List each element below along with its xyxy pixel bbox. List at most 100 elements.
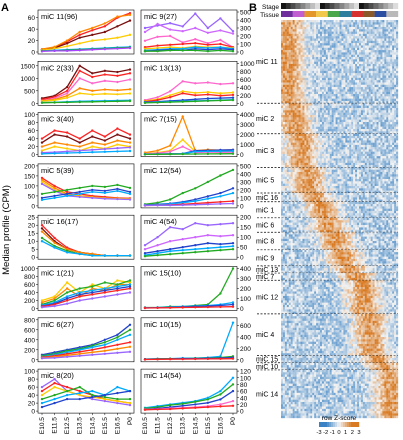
series-point [156,204,159,207]
series-point [219,99,222,102]
heatmap-cell [370,129,373,132]
heatmap-cell [382,156,385,159]
heatmap-cell [290,140,293,143]
heatmap-cell [388,36,391,39]
heatmap-cell [339,131,342,134]
series-point [128,192,132,196]
heatmap-cell [282,43,286,46]
heatmap-cell [281,100,284,104]
heatmap-cell [302,24,305,28]
heatmap-cell [281,57,284,60]
series-point [181,42,184,46]
heatmap-cell [294,158,297,161]
heatmap-cell [312,68,315,72]
heatmap-cell [308,63,311,67]
heatmap-cell [384,107,387,111]
heatmap-cell [320,54,323,58]
heatmap-cell [364,22,367,25]
heatmap-cell [312,98,315,102]
heatmap-cell [325,57,328,60]
heatmap-cell [345,119,348,123]
heatmap-cell [388,135,391,139]
heatmap-cell [296,26,299,30]
heatmap-cell [355,147,358,150]
heatmap-cell [341,165,344,168]
heatmap-cell [355,124,358,127]
heatmap-cell [329,144,332,148]
series-line [41,190,131,201]
heatmap-cell [392,40,395,44]
heatmap-cell [388,100,391,104]
series-point [78,151,81,154]
heatmap-cell [298,75,301,78]
heatmap-cell [296,94,299,97]
heatmap-cell [376,31,379,35]
heatmap-cell [327,131,330,134]
heatmap-cell [390,162,393,166]
heatmap-cell [392,140,395,143]
y-tick-label: 300 [240,26,251,33]
heatmap-cell [359,129,362,132]
heatmap-cell [384,114,387,118]
heatmap-cell [337,77,340,81]
heatmap-cell [360,151,364,155]
series-point [116,74,119,78]
heatmap-cell [360,149,364,152]
heatmap-cell [327,103,330,106]
heatmap-cell [288,138,291,141]
heatmap-cell [290,52,293,55]
heatmap-cell [331,22,334,25]
heatmap-cell [386,91,389,95]
heatmap-cell [300,26,303,30]
heatmap-cell [284,156,287,159]
heatmap-cell [370,33,373,37]
heatmap-cell [392,165,395,168]
heatmap-cell [288,100,291,104]
heatmap-cell [374,33,377,37]
heatmap-cell [325,151,328,155]
heatmap-cell [318,140,321,143]
heatmap-cell [376,105,379,109]
heatmap-cell [347,38,350,41]
series-point [181,404,184,407]
heatmap-cell [343,112,346,116]
heatmap-cell [314,133,317,137]
series-point [116,187,119,191]
series-point [128,287,132,290]
heatmap-cell [370,133,373,137]
heatmap-cell [302,57,305,60]
heatmap-cell [331,94,334,97]
heatmap-cell [347,45,350,48]
heatmap-cell [362,112,365,116]
heatmap-cell [294,50,297,53]
heatmap-cell [382,147,385,150]
heatmap-cell [286,133,289,137]
series-point [103,150,107,153]
heatmap-cell [308,24,311,28]
series-line [41,20,131,51]
heatmap-cell [394,162,397,166]
heatmap-cell [284,105,287,109]
y-tick-label: 600 [240,77,251,84]
heatmap-cell [296,129,299,132]
series-point [91,148,94,151]
heatmap-cell [308,133,311,137]
heatmap-cell [370,50,373,53]
heatmap-cell [392,80,395,83]
heatmap-cell [282,54,286,58]
heatmap-cell [360,24,364,28]
heatmap-cell [351,47,354,51]
heatmap-cell [374,162,377,166]
series-point [231,30,235,33]
series-point [168,358,172,361]
heatmap-cell [325,77,328,81]
heatmap-cell [374,129,377,132]
heatmap-cell [320,89,323,92]
series-point [103,69,107,73]
heatmap-cell [302,43,305,46]
heatmap-cell [347,29,350,32]
heatmap-cell [380,73,383,76]
heatmap-cell [396,133,399,137]
heatmap-cell [378,38,381,41]
